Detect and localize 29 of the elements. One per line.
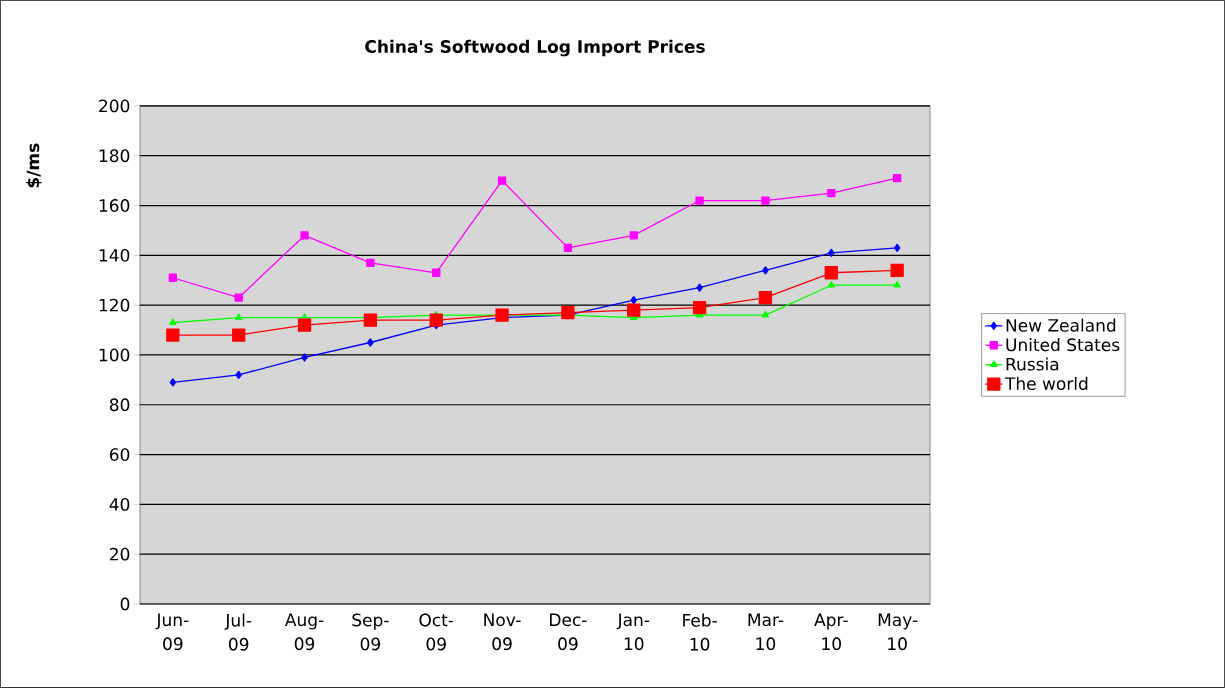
y-tick-label: 180 [99, 149, 130, 163]
y-tick-label: 0 [120, 597, 130, 611]
y-tick-label: 40 [109, 497, 130, 511]
x-tick-label: May-10 [878, 613, 918, 651]
legend-label: The world [1004, 376, 1088, 391]
x-tick-label: Jan-10 [616, 613, 650, 651]
y-tick-label: 160 [99, 199, 130, 212]
x-tick-label: Feb-10 [683, 613, 717, 651]
x-tick-label: Nov-09 [484, 613, 521, 651]
x-tick-label: Sep-09 [352, 613, 389, 651]
x-tick-label: Oct-09 [419, 613, 454, 651]
y-tick-label: 80 [109, 398, 130, 412]
x-tick-label: Dec-09 [550, 613, 587, 651]
legend-label: Russia [1006, 357, 1059, 371]
x-tick-label: Jul-09 [224, 613, 252, 651]
y-axis-title: $/ms [26, 143, 42, 188]
x-tick-label: Mar-10 [748, 613, 784, 651]
y-tick-label: 120 [99, 298, 130, 312]
y-tick-label: 140 [99, 248, 130, 262]
legend-label: New Zealand [1006, 318, 1116, 332]
legend-label: United States [1006, 338, 1120, 352]
y-tick-label: 20 [110, 547, 130, 561]
y-tick-label: 60 [109, 448, 130, 462]
x-tick-label: Jun-09 [155, 613, 189, 651]
x-tick-label: Aug-09 [285, 613, 324, 651]
y-tick-label: 100 [99, 348, 130, 362]
chart-title: China's Softwood Log Import Prices [365, 39, 705, 57]
y-tick-label: 200 [99, 99, 130, 113]
x-tick-label: Apr-10 [814, 613, 848, 651]
